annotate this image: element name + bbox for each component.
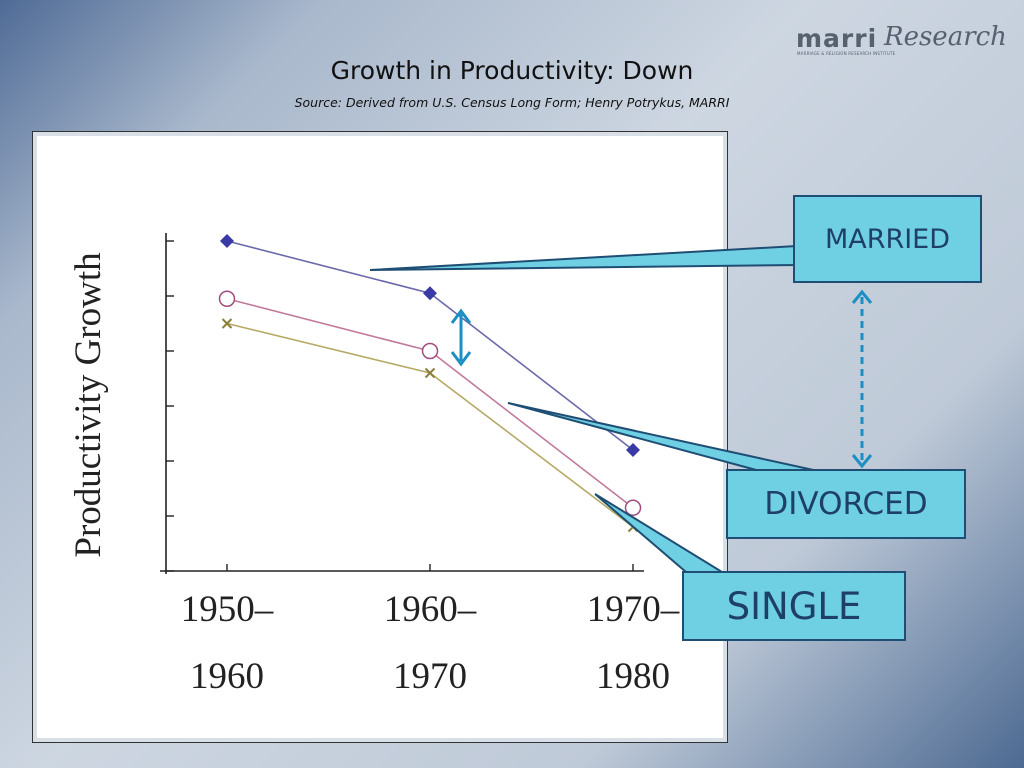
logo-tagline: MARRIAGE & RELIGION RESEARCH INSTITUTE (797, 51, 896, 56)
marri-research-logo: marri Research MARRIAGE & RELIGION RESEA… (796, 18, 1007, 64)
single-callout: SINGLE (682, 571, 906, 641)
slide-subtitle: Source: Derived from U.S. Census Long Fo… (294, 95, 730, 110)
married-divorced-arrow (851, 289, 873, 469)
divorced-callout-label: DIVORCED (764, 486, 928, 522)
chart-frame (32, 131, 728, 743)
logo-research-text: Research (884, 22, 1007, 52)
logo-marri-text: marri (796, 24, 878, 53)
divorced-callout: DIVORCED (726, 469, 966, 539)
married-callout-label: MARRIED (824, 223, 951, 255)
single-callout-label: SINGLE (726, 584, 862, 628)
slide-title: Growth in Productivity: Down (330, 56, 694, 85)
married-callout: MARRIED (793, 195, 982, 283)
